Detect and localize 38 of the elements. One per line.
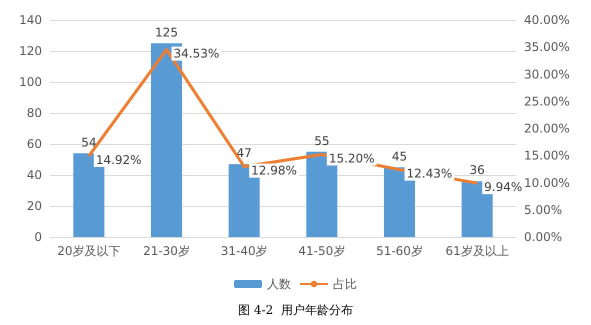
data-label: 9.94% (484, 180, 522, 194)
data-label: 14.92% (96, 153, 142, 168)
y-tick-label: 80 (26, 106, 42, 120)
x-tick-label: 61岁及以上 (446, 244, 509, 258)
y-tick-label: 100 (19, 75, 42, 89)
data-label: 36 (470, 163, 485, 178)
data-label: 125 (155, 25, 178, 40)
y2-tick-label: 0.00% (524, 230, 562, 244)
data-label: 12.98% (251, 164, 297, 178)
data-label: 12.43% (406, 166, 452, 181)
x-tick-label: 51-60岁 (376, 244, 423, 258)
y-tick-label: 120 (19, 44, 42, 58)
legend-label: 占比 (333, 277, 357, 291)
y2-tick-label: 20.00% (524, 122, 570, 136)
y2-tick-label: 40.00% (524, 13, 570, 27)
y-tick-label: 20 (26, 199, 42, 213)
y2-tick-label: 25.00% (524, 94, 570, 108)
data-label: 45 (392, 149, 408, 164)
y-tick-label: 60 (26, 137, 42, 151)
y2-tick-label: 30.00% (524, 67, 570, 82)
y2-tick-label: 10.00% (524, 176, 570, 190)
x-tick-label: 41-50岁 (298, 244, 346, 258)
y2-tick-label: 15.00% (524, 148, 570, 163)
legend-label: 人数 (267, 277, 291, 291)
y2-tick-label: 5.00% (524, 202, 562, 217)
text: 图 4-2 用户年龄分布 (238, 303, 353, 317)
data-label: 55 (314, 134, 330, 148)
x-tick-label: 31-40岁 (220, 244, 268, 258)
y2-tick-label: 35.00% (524, 40, 570, 54)
x-tick-label: 21-30岁 (143, 244, 190, 258)
y-tick-label: 40 (26, 168, 42, 182)
y-tick-label: 0 (34, 230, 42, 244)
data-label: 34.53% (174, 46, 220, 61)
data-label: 54 (81, 135, 96, 150)
x-tick-label: 20岁及以下 (57, 244, 120, 258)
data-label: 47 (236, 146, 252, 160)
data-label: 15.20% (328, 152, 375, 166)
y-tick-label: 140 (19, 13, 42, 27)
